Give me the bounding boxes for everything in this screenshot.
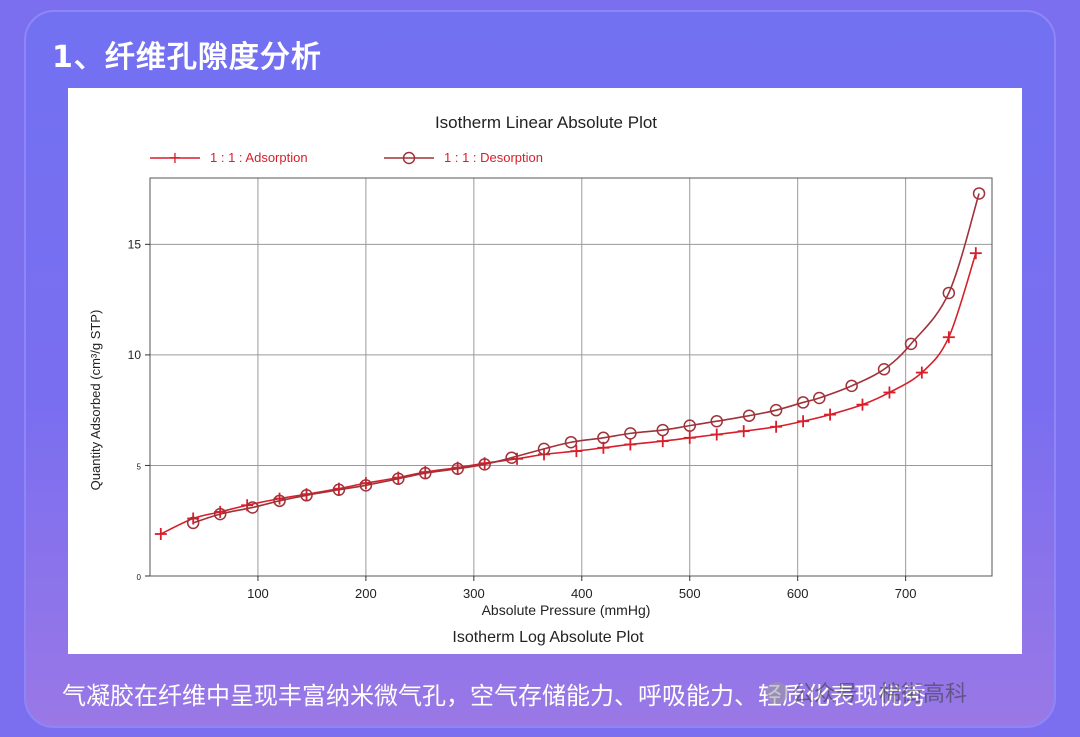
legend-adsorption-label: 1 : 1 : Adsorption — [210, 150, 308, 165]
desorption-point — [972, 187, 986, 200]
axes: 100 200 300 400 500 600 700 0 5 10 15 — [128, 177, 993, 601]
desorption-point — [332, 483, 346, 497]
isotherm-chart: Isotherm Linear Absolute Plot Absolute P… — [88, 113, 993, 646]
y-tick-label: 15 — [128, 237, 142, 251]
adsorption-point — [273, 492, 286, 505]
legend-desorption-label: 1 : 1 : Desorption — [444, 150, 543, 165]
chart-panel: Isotherm Linear Absolute Plot Absolute P… — [68, 88, 1022, 654]
page-title: 1、纤维孔隙度分析 — [52, 40, 322, 75]
wechat-icon — [766, 682, 788, 704]
legend-adsorption-marker: + — [168, 148, 181, 167]
adsorption-point — [683, 431, 696, 444]
desorption-point — [213, 507, 227, 521]
desorption-line — [192, 193, 980, 524]
desorption-point — [564, 435, 578, 449]
desorption-point — [478, 458, 491, 471]
adsorption-point — [969, 247, 982, 260]
watermark-text: 公众号 · 棉街高科 — [792, 682, 967, 707]
desorption-point — [419, 466, 432, 480]
desorption-point — [742, 409, 756, 422]
desorption-point — [942, 286, 956, 300]
legend: + 1 : 1 : Adsorption 1 : 1 : Desorption — [150, 148, 543, 167]
adsorption-line — [160, 252, 977, 535]
desorption-point — [813, 391, 826, 405]
desorption-point — [904, 337, 918, 351]
x-tick-label: 300 — [463, 586, 485, 601]
desorption-point — [300, 489, 313, 502]
adsorption-point — [570, 445, 583, 458]
x-tick-label: 400 — [571, 586, 593, 601]
desorption-point — [186, 516, 200, 530]
desorption-point — [537, 442, 551, 456]
adsorption-point — [656, 435, 669, 448]
y-tick-label: 0 — [137, 573, 142, 582]
desorption-point — [877, 363, 891, 376]
desorption-point — [769, 403, 783, 417]
desorption-point — [505, 451, 518, 464]
chart-title: Isotherm Linear Absolute Plot — [435, 113, 657, 132]
x-tick-label: 600 — [787, 586, 809, 601]
x-tick-label: 700 — [895, 586, 917, 601]
adsorption-point — [824, 408, 837, 421]
desorption-point — [845, 379, 858, 393]
adsorption-point — [942, 331, 955, 344]
desorption-point — [710, 414, 723, 428]
adsorption-point — [797, 415, 810, 428]
watermark: 公众号 · 棉街高科 — [766, 676, 967, 708]
adsorption-point — [883, 386, 896, 399]
y-tick-label: 10 — [128, 348, 142, 362]
x-tick-label: 100 — [247, 586, 269, 601]
legend-desorption-marker — [402, 151, 416, 165]
adsorption-point — [154, 527, 167, 540]
desorption-point — [796, 396, 810, 409]
adsorption-point — [737, 425, 750, 438]
desorption-point — [656, 423, 670, 437]
desorption-point — [683, 419, 696, 432]
adsorption-point — [770, 420, 783, 433]
adsorption-point — [359, 477, 372, 490]
desorption-point — [392, 472, 405, 485]
y-axis-label: Quantity Adsorbed (cm³/g STP) — [88, 310, 103, 491]
desorption-point — [597, 431, 610, 445]
adsorption-point — [710, 428, 723, 441]
x-tick-label: 200 — [355, 586, 377, 601]
y-tick-label: 5 — [137, 462, 142, 471]
x-axis-label: Absolute Pressure (mmHg) — [482, 602, 651, 618]
grid — [150, 178, 992, 576]
bottom-plot-label: Isotherm Log Absolute Plot — [452, 629, 644, 646]
adsorption-point — [915, 366, 928, 379]
desorption-point — [273, 494, 286, 508]
adsorption-point — [856, 398, 869, 411]
desorption-point — [624, 427, 637, 440]
series — [154, 187, 986, 540]
desorption-point — [359, 479, 373, 492]
plot-frame — [149, 177, 993, 577]
x-tick-label: 500 — [679, 586, 701, 601]
adsorption-point — [624, 438, 637, 451]
desorption-point — [451, 462, 464, 476]
desorption-point — [246, 501, 259, 514]
